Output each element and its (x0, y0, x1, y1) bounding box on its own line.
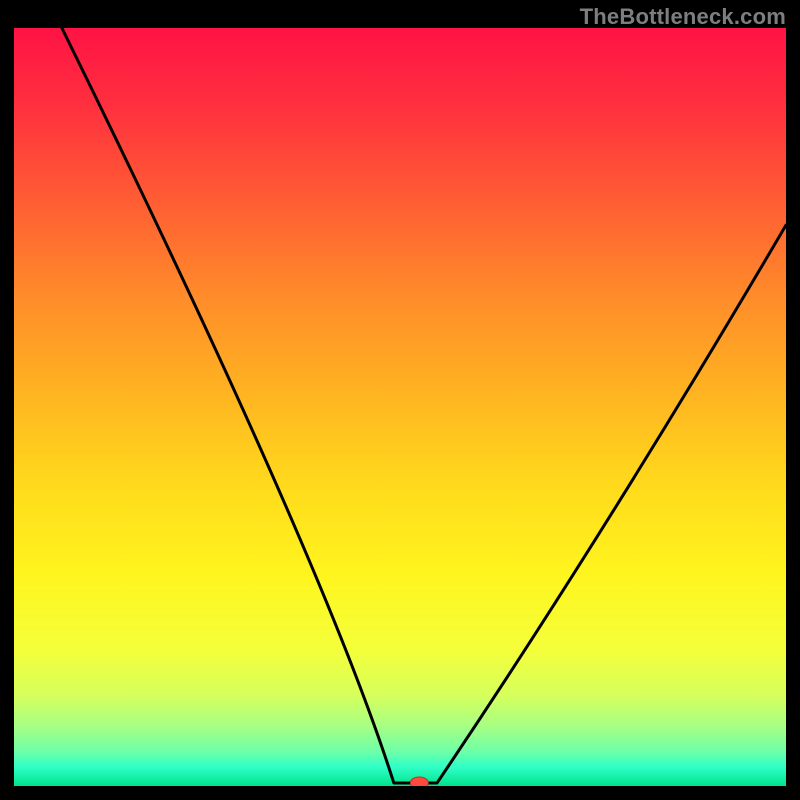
bottleneck-curve-svg (14, 28, 786, 786)
watermark-label: TheBottleneck.com (580, 4, 786, 30)
chart-frame: TheBottleneck.com (0, 0, 800, 800)
plot-area (14, 28, 786, 786)
bottleneck-curve (62, 28, 786, 783)
optimal-point-marker (410, 777, 428, 786)
